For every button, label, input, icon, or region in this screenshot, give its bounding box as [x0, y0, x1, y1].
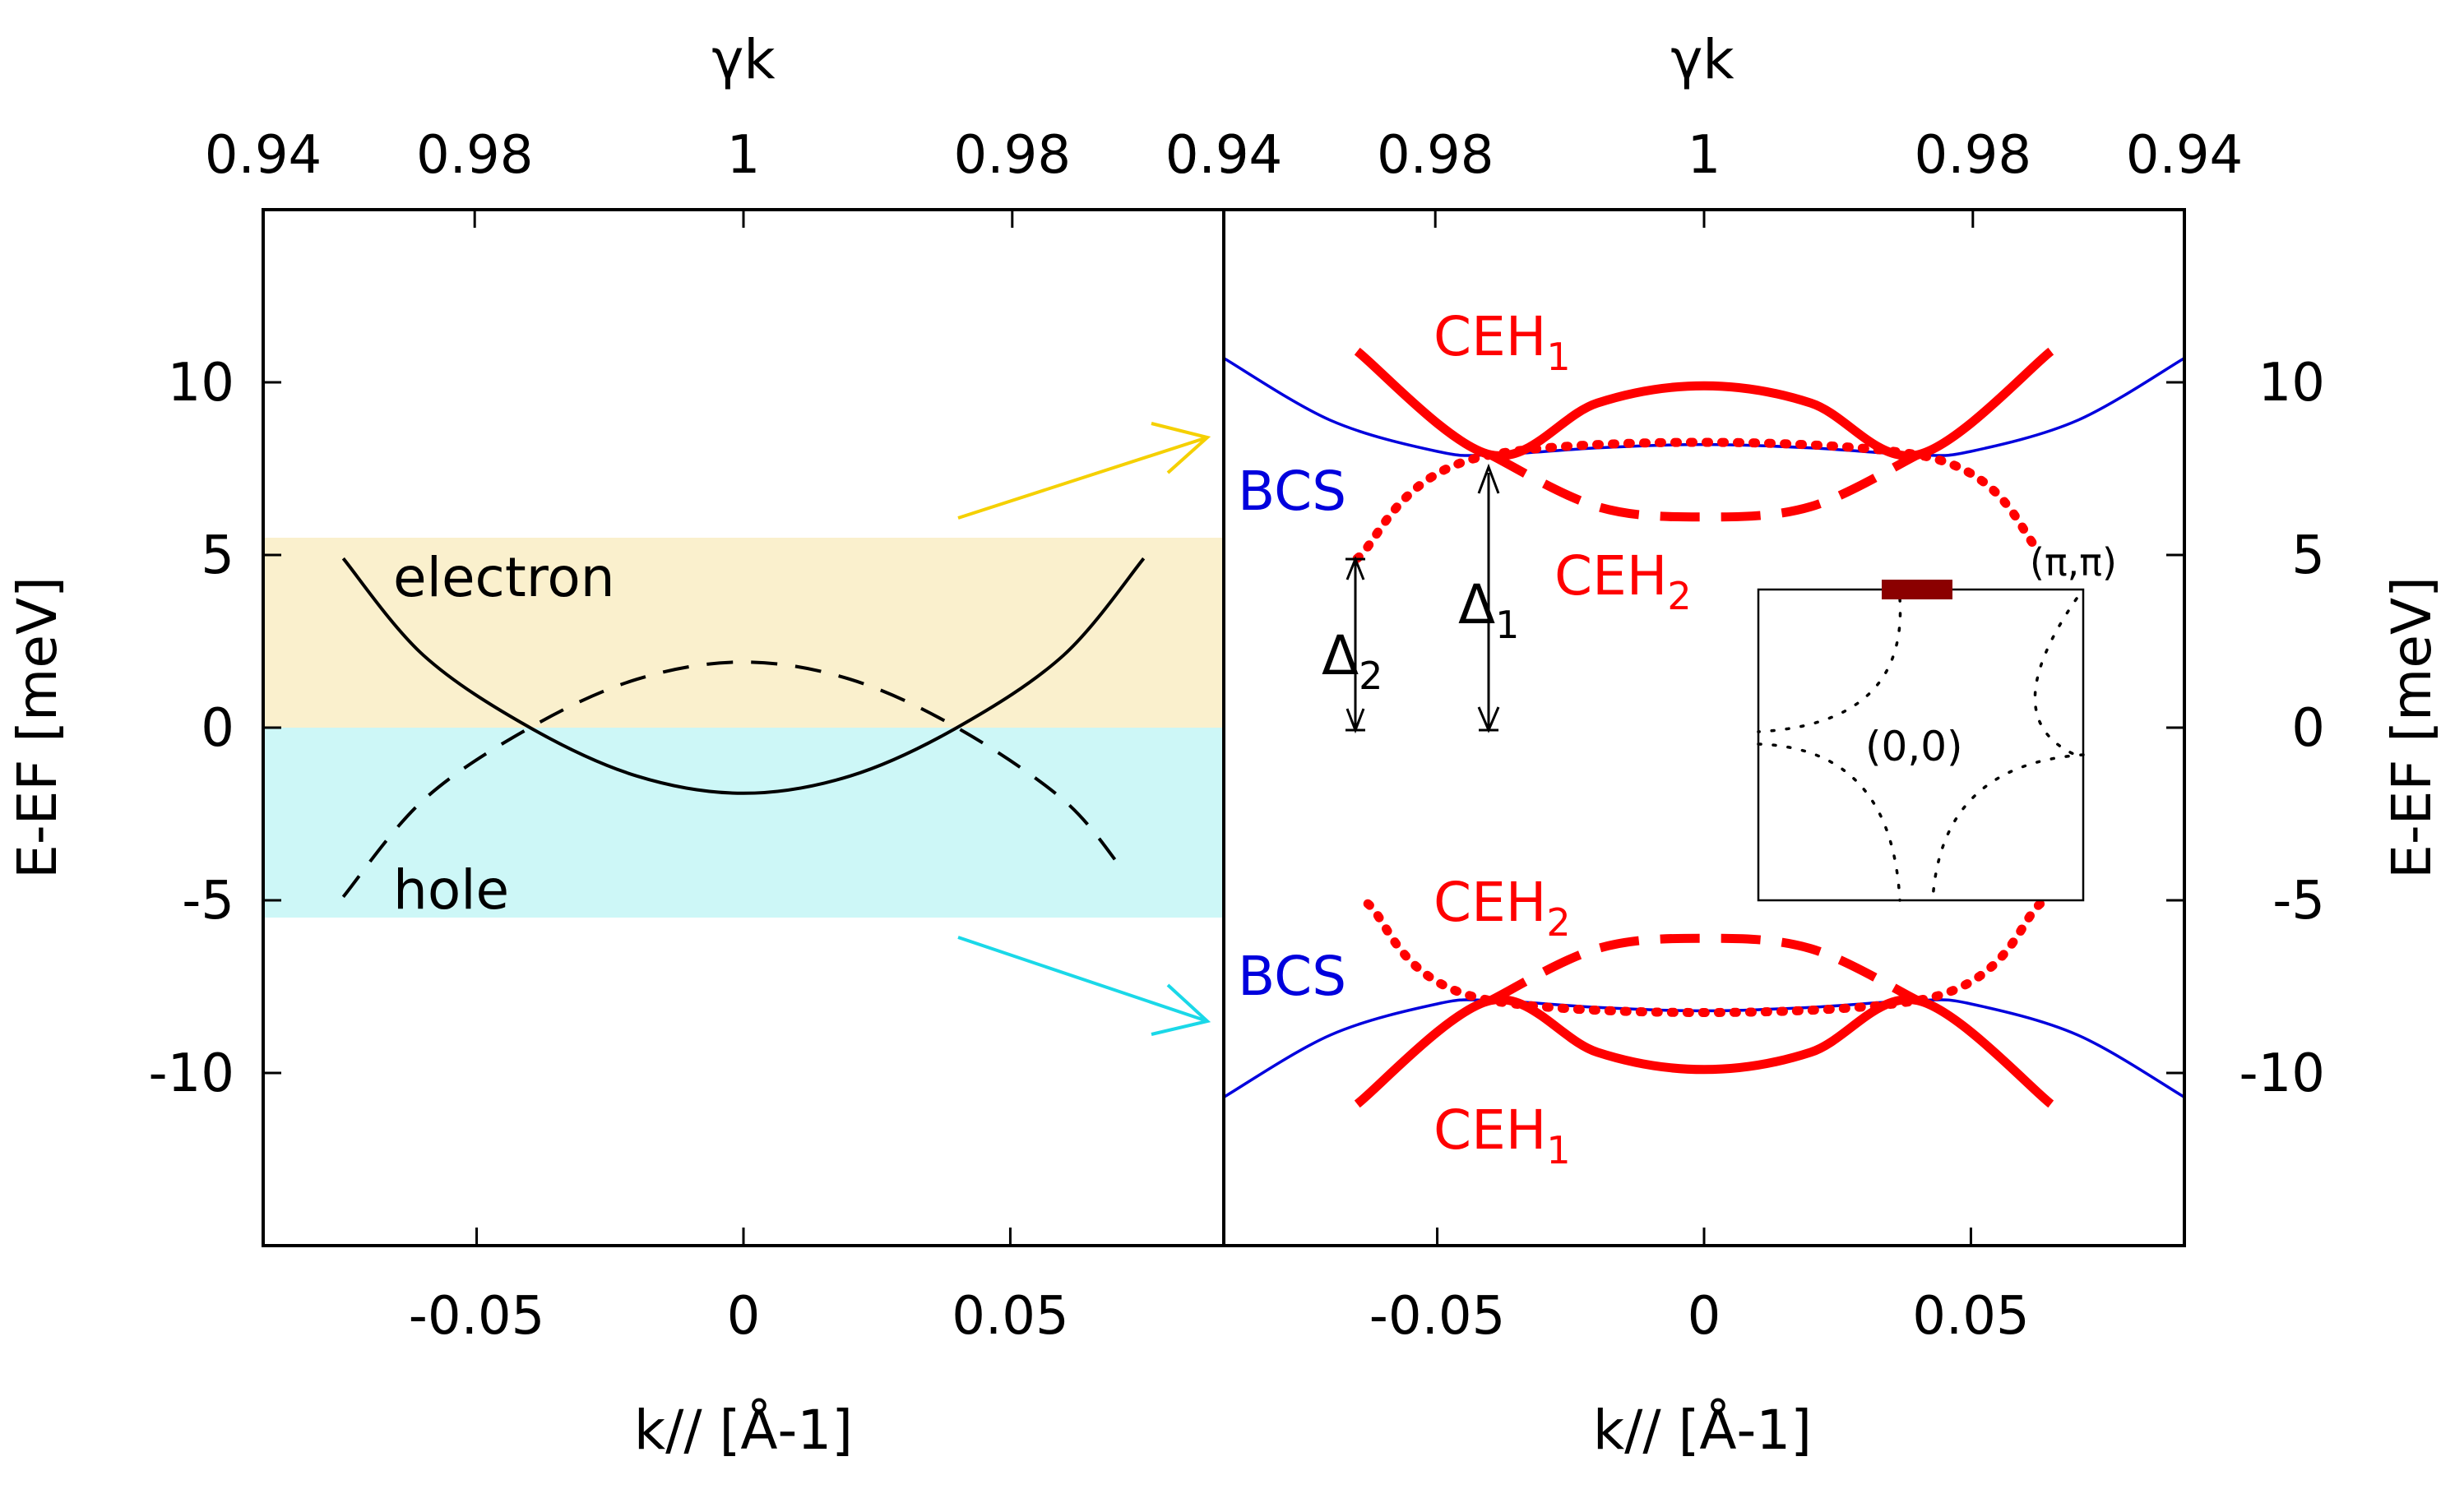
right-top-tick-label: 0.98: [1915, 125, 2032, 186]
annotation-ceh2-lower: CEH2: [1433, 871, 1571, 945]
right-ytick-label: 0: [2291, 698, 2325, 759]
series-ceh2-lower: [1489, 933, 1920, 1005]
right-ytick-label: 5: [2291, 525, 2325, 586]
right-top-tick-label: 0.98: [1377, 125, 1494, 186]
left-top-tick-label: 0.98: [416, 125, 534, 186]
right-top-axis-title: γk: [1670, 28, 1735, 91]
annotation-electron: electron: [393, 546, 615, 609]
annotation-delta1: Δ1: [1458, 573, 1519, 647]
brillouin-zone-inset: [1757, 580, 2085, 902]
inset-k-segment-marker: [1882, 580, 1952, 599]
left-xtick-label: 0: [727, 1286, 761, 1347]
arrow-upper-yellow-head: [1151, 422, 1211, 474]
delta1-arrow-head-top: [1477, 463, 1500, 494]
axes-ticks: -0.05 0 0.050.94 0.98 1 0.98 0.94-10-50510-0.0…: [148, 125, 2325, 1347]
annotation-origin: (0,0): [1865, 723, 1963, 770]
annotation-pi-pi: (π,π): [2030, 540, 2117, 585]
right-ytick-label: 10: [2258, 353, 2325, 414]
band-electron: [263, 538, 1224, 728]
mapping-arrows: [957, 422, 1211, 1036]
series-ceh2-dotted: [1352, 437, 2045, 563]
left-ytick-label: 10: [168, 353, 234, 414]
annotation-bcs-lower: BCS: [1238, 945, 1346, 1008]
inset-frame: [1757, 588, 2085, 902]
annotation-ceh1-lower: CEH1: [1433, 1098, 1571, 1172]
right-xtick-label: -0.05: [1369, 1286, 1506, 1347]
inset-fermi-surface: [1757, 597, 2085, 902]
series-electron: [341, 557, 1146, 795]
annotation-delta2: Δ2: [1322, 624, 1383, 698]
left-top-tick-label: 0.94: [205, 125, 322, 186]
arrow-upper-yellow: [957, 436, 1208, 520]
arrow-lower-cyan-head: [1151, 983, 1211, 1036]
left-ytick-label: -5: [182, 871, 234, 932]
right-top-tick-label: 0.94: [2126, 125, 2244, 186]
left-ytick-label: 5: [201, 525, 234, 586]
annotation-hole: hole: [393, 858, 509, 922]
right-y-axis-title: E-EF [meV]: [2380, 576, 2443, 879]
arrow-lower-cyan: [957, 936, 1208, 1023]
left-ytick-label: -10: [148, 1043, 234, 1104]
left-y-axis-title: E-EF [meV]: [6, 576, 69, 879]
left-xtick-label: -0.05: [409, 1286, 545, 1347]
left-top-axis-title: γk: [711, 28, 776, 91]
right-ytick-label: -5: [2272, 871, 2325, 932]
right-top-tick-label: 0.94: [1165, 125, 1283, 186]
left-panel-curves: [341, 557, 1146, 899]
left-xtick-label: 0.05: [952, 1286, 1069, 1347]
series-ceh2: [1489, 451, 1920, 522]
annotation-bcs-upper: BCS: [1238, 460, 1346, 523]
annotation-ceh2-upper: CEH2: [1554, 544, 1692, 618]
left-top-tick-label: 0.98: [954, 125, 1072, 186]
axis-titles: γk γk k// [Å-1] k// [Å-1] E-EF [meV] E-E…: [6, 28, 2443, 1462]
right-xtick-label: 0.05: [1912, 1286, 2030, 1347]
energy-bands: [263, 538, 1224, 918]
gap-arrows: [1345, 463, 1500, 734]
band-hole: [263, 728, 1224, 918]
labels: electron hole CEH1 CEH2 CEH2 CEH1 BCS BC…: [393, 305, 2117, 1172]
left-x-axis-title: k// [Å-1]: [634, 1399, 853, 1462]
right-x-axis-title: k// [Å-1]: [1593, 1399, 1812, 1462]
right-top-tick-label: 1: [1688, 125, 1721, 186]
right-ytick-label: -10: [2239, 1043, 2325, 1104]
right-xtick-label: 0: [1688, 1286, 1721, 1347]
series-hole: [341, 660, 1124, 899]
right-panel-curves: [1224, 347, 2184, 1108]
series-ceh2-dotted-lower: [1363, 899, 2045, 1017]
annotation-ceh1-upper: CEH1: [1433, 305, 1571, 379]
left-top-tick-label: 1: [727, 125, 761, 186]
left-top-tick-label: 0.94: [1165, 125, 1283, 186]
left-ytick-label: 0: [201, 698, 234, 759]
